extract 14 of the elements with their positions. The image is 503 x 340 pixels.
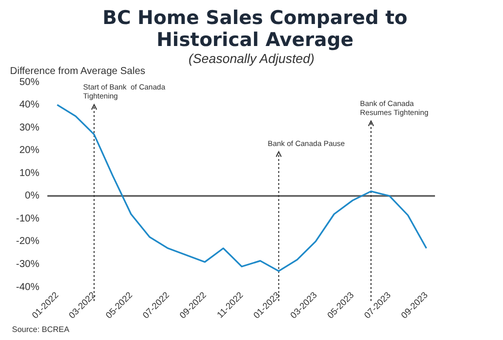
y-tick-label: -20% [16, 236, 40, 248]
y-axis-title: Difference from Average Sales [10, 66, 146, 77]
y-tick-label: 0% [24, 190, 40, 202]
y-tick-label: 40% [19, 100, 40, 111]
y-tick-label: -10% [16, 213, 40, 224]
y-tick-label: -30% [16, 258, 40, 270]
y-tick-label: 30% [19, 122, 40, 134]
y-tick-label: 10% [19, 168, 40, 179]
chart-title: BC Home Sales Compared to Historical Average [102, 7, 408, 51]
source-note: Source: BCREA [12, 325, 70, 334]
y-tick-label: 50% [19, 76, 40, 88]
y-tick-label: -40% [16, 282, 40, 293]
y-tick-label: 20% [19, 145, 40, 156]
chart-subtitle: (Seasonally Adjusted) [188, 51, 316, 66]
